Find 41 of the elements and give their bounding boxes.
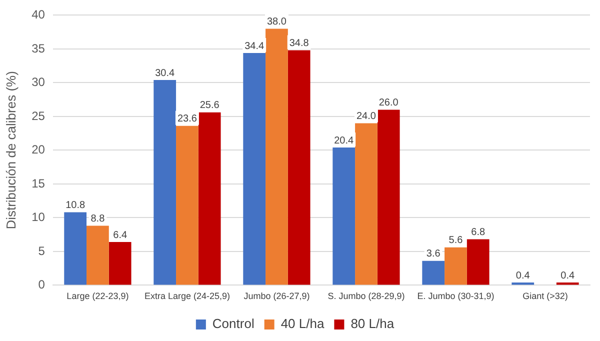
- bar: [422, 260, 445, 285]
- y-tick-label: 10: [32, 210, 46, 224]
- y-tick-label: 30: [32, 75, 46, 90]
- y-tick-label: 20: [32, 142, 46, 157]
- data-label: 25.6: [200, 100, 220, 112]
- data-label: 23.6: [177, 114, 198, 125]
- y-tick-label: 35: [32, 41, 46, 56]
- data-label: 0.4: [560, 270, 576, 282]
- y-tick-label: 25: [32, 108, 46, 123]
- data-label: 8.8: [90, 214, 106, 225]
- x-tick-label: Jumbo (26-27,9): [244, 291, 310, 302]
- y-tick-label: 5: [38, 244, 46, 258]
- data-label: 34.8: [289, 38, 310, 50]
- data-label: 0.4: [516, 270, 530, 282]
- y-tick-label: 0: [38, 278, 46, 292]
- bar: [266, 28, 288, 285]
- legend-label: 80 L/ha: [350, 316, 395, 332]
- legend-label: 40 L/ha: [280, 316, 325, 332]
- y-tick-label: 40: [32, 8, 46, 22]
- data-label: 38.0: [266, 16, 287, 28]
- data-label: 26.0: [378, 97, 399, 108]
- x-tick-label: S. Jumbo (28-29,9): [328, 291, 405, 302]
- y-axis-title: Distribución de calibres (%): [3, 71, 18, 230]
- legend-label: Control: [212, 316, 254, 332]
- bar: [332, 148, 356, 285]
- x-tick-label: E. Jumbo (30-31,9): [417, 291, 494, 302]
- x-tick-label: Extra Large (24-25,9): [144, 291, 230, 302]
- data-label: 24.0: [356, 110, 376, 122]
- data-label: 5.6: [448, 235, 464, 246]
- data-label: 3.6: [426, 248, 441, 260]
- data-label: 6.8: [471, 227, 486, 238]
- x-tick-label: Large (22-23,9): [66, 291, 129, 302]
- data-label: 30.4: [155, 68, 175, 79]
- data-label: 20.4: [334, 135, 354, 146]
- bar: [355, 123, 378, 285]
- data-label: 34.4: [244, 40, 265, 52]
- x-tick-label: Giant (>32): [522, 291, 568, 302]
- data-label: 10.8: [66, 200, 86, 212]
- y-tick-label: 15: [32, 176, 46, 190]
- bar: [86, 226, 109, 285]
- data-label: 6.4: [113, 230, 128, 241]
